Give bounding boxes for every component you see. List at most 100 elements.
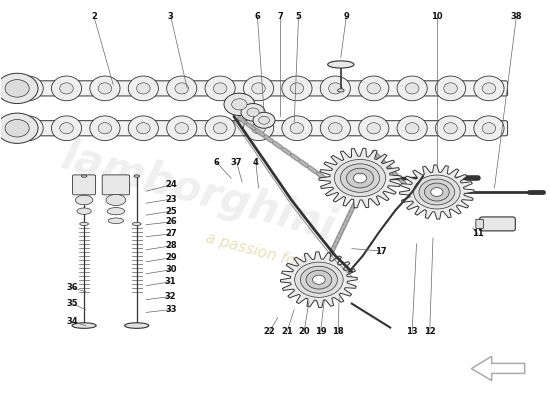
Ellipse shape (205, 116, 235, 141)
Ellipse shape (98, 123, 112, 134)
Circle shape (346, 168, 373, 188)
Text: 36: 36 (66, 283, 78, 292)
Ellipse shape (134, 175, 140, 177)
Text: 12: 12 (424, 327, 436, 336)
Ellipse shape (21, 83, 35, 94)
Text: 28: 28 (165, 241, 177, 250)
Ellipse shape (367, 83, 381, 94)
Text: 11: 11 (472, 229, 484, 238)
Ellipse shape (75, 195, 93, 205)
Ellipse shape (81, 175, 87, 177)
Ellipse shape (175, 83, 189, 94)
Text: 17: 17 (375, 246, 387, 256)
Ellipse shape (282, 116, 312, 141)
FancyBboxPatch shape (102, 175, 130, 195)
Circle shape (5, 120, 29, 137)
Text: a passion for parts: a passion for parts (204, 230, 346, 282)
Ellipse shape (436, 116, 466, 141)
Ellipse shape (290, 123, 304, 134)
Ellipse shape (213, 123, 227, 134)
Text: 33: 33 (165, 305, 177, 314)
Circle shape (224, 93, 255, 116)
Ellipse shape (106, 194, 126, 206)
Ellipse shape (290, 83, 304, 94)
Ellipse shape (107, 208, 125, 215)
Text: 32: 32 (165, 292, 177, 301)
Text: 24: 24 (165, 180, 177, 189)
Ellipse shape (13, 116, 43, 141)
Text: 6: 6 (213, 158, 219, 167)
Ellipse shape (90, 76, 120, 101)
Ellipse shape (359, 116, 389, 141)
Ellipse shape (320, 76, 350, 101)
Circle shape (5, 80, 29, 97)
Polygon shape (319, 148, 401, 208)
Circle shape (232, 99, 247, 110)
Ellipse shape (60, 83, 73, 94)
Ellipse shape (436, 76, 466, 101)
Ellipse shape (52, 116, 81, 141)
Text: 26: 26 (165, 218, 177, 226)
Ellipse shape (397, 116, 427, 141)
Text: 13: 13 (406, 327, 418, 336)
Text: 29: 29 (165, 253, 177, 262)
Text: 3: 3 (168, 12, 174, 21)
Ellipse shape (405, 83, 419, 94)
Ellipse shape (328, 123, 342, 134)
Ellipse shape (133, 222, 141, 226)
Text: 20: 20 (298, 327, 310, 336)
Circle shape (431, 188, 443, 196)
Circle shape (312, 275, 325, 284)
Circle shape (300, 266, 338, 293)
Text: 2: 2 (91, 12, 97, 21)
Circle shape (247, 108, 259, 117)
Text: 37: 37 (231, 158, 243, 167)
Ellipse shape (482, 123, 496, 134)
Ellipse shape (136, 123, 150, 134)
FancyBboxPatch shape (9, 121, 508, 136)
Ellipse shape (60, 123, 73, 134)
Text: 6: 6 (255, 12, 260, 21)
Ellipse shape (98, 83, 112, 94)
Text: 35: 35 (66, 299, 78, 308)
Circle shape (258, 116, 270, 124)
Polygon shape (399, 165, 474, 219)
Ellipse shape (128, 76, 158, 101)
Circle shape (414, 175, 460, 209)
Text: 7: 7 (278, 12, 283, 21)
Circle shape (306, 270, 332, 289)
Ellipse shape (474, 76, 504, 101)
Ellipse shape (252, 83, 265, 94)
Text: 23: 23 (165, 195, 177, 204)
Text: 4: 4 (253, 158, 258, 167)
Ellipse shape (405, 123, 419, 134)
Ellipse shape (52, 76, 81, 101)
Circle shape (340, 164, 379, 192)
Ellipse shape (367, 123, 381, 134)
Circle shape (334, 160, 386, 197)
Circle shape (0, 73, 38, 104)
Ellipse shape (338, 89, 344, 92)
Text: 5: 5 (296, 12, 301, 21)
Ellipse shape (77, 208, 91, 214)
Ellipse shape (328, 61, 354, 68)
Circle shape (419, 179, 455, 205)
Ellipse shape (482, 83, 496, 94)
FancyBboxPatch shape (73, 175, 96, 195)
Ellipse shape (359, 76, 389, 101)
Ellipse shape (167, 76, 197, 101)
Ellipse shape (128, 116, 158, 141)
Text: 21: 21 (281, 327, 293, 336)
Text: lamborghini: lamborghini (57, 135, 340, 249)
Ellipse shape (444, 83, 458, 94)
Circle shape (425, 183, 449, 201)
Ellipse shape (444, 123, 458, 134)
Ellipse shape (244, 116, 274, 141)
Text: 34: 34 (66, 317, 78, 326)
Ellipse shape (474, 116, 504, 141)
Polygon shape (471, 356, 525, 380)
Ellipse shape (21, 123, 35, 134)
Circle shape (354, 173, 367, 183)
Text: 9: 9 (343, 12, 349, 21)
Ellipse shape (205, 76, 235, 101)
